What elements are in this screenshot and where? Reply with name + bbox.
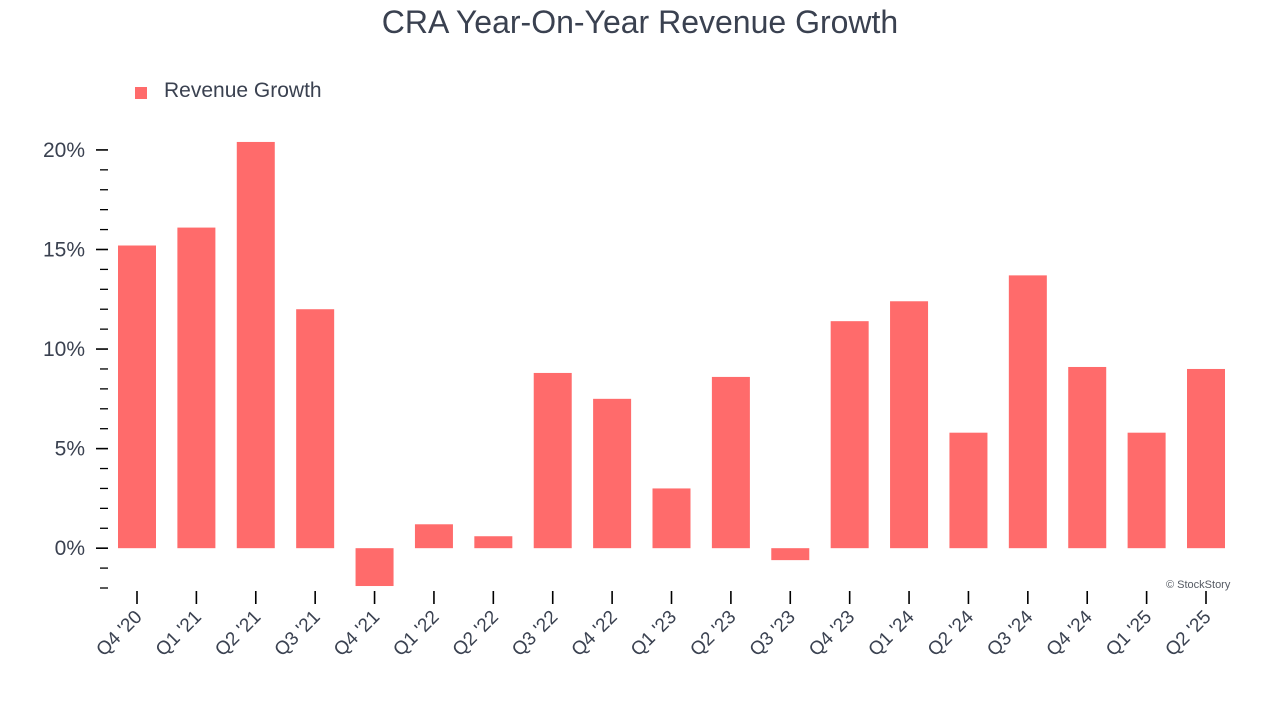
y-tick-label: 5% [55,438,85,461]
bar [414,524,453,549]
legend: Revenue Growth [135,79,322,103]
y-axis: 0% 5% 10% 15% 20% [43,139,108,589]
x-tick-label: Q1 '21 [152,607,206,661]
bar [296,309,335,549]
y-tick-label: 20% [43,139,85,162]
bar [118,245,156,549]
x-tick-label: Q4 '21 [330,607,384,661]
x-tick-label: Q1 '23 [627,607,681,661]
x-tick-label: Q4 '24 [1043,606,1097,660]
legend-swatch [135,86,147,99]
bar [830,321,869,549]
watermark: © StockStory [1166,579,1231,591]
chart-title: CRA Year-On-Year Revenue Growth [381,4,899,40]
bars [118,141,1225,587]
x-tick-label: Q1 '22 [389,607,443,661]
bar [890,301,929,549]
bar [1008,275,1047,549]
bar [533,372,572,549]
bar [593,398,632,549]
bar [652,488,691,549]
x-tick-label: Q1 '24 [865,606,919,660]
x-tick-label: Q3 '24 [983,606,1037,660]
x-axis: Q4 '20 Q1 '21 Q2 '21 Q3 '21 Q4 '21 Q1 '22 Q2 '… [93,591,1216,661]
x-tick-label: Q2 '22 [449,607,503,661]
x-tick-label: Q2 '24 [924,606,978,660]
x-tick-label: Q4 '23 [805,607,859,661]
y-tick-label: 15% [43,238,85,261]
bar [949,432,988,549]
legend-label: Revenue Growth [164,79,322,102]
x-tick-label: Q4 '22 [568,607,622,661]
x-tick-label: Q2 '23 [686,607,740,661]
bar [474,536,513,549]
x-tick-label: Q1 '25 [1102,607,1156,661]
y-tick-label: 0% [55,537,85,560]
bar [1127,432,1166,549]
x-tick-label: Q2 '21 [211,607,265,661]
bar [236,141,275,549]
bar [1187,368,1225,549]
x-tick-label: Q2 '25 [1162,607,1216,661]
bar [355,548,394,587]
y-tick-label: 10% [43,338,85,361]
bar [711,376,750,549]
bar [771,548,810,561]
bar [1068,366,1107,549]
x-tick-label: Q4 '20 [93,607,147,661]
x-tick-label: Q3 '23 [746,607,800,661]
bar [177,227,216,549]
x-tick-label: Q3 '21 [271,607,325,661]
x-tick-label: Q3 '22 [508,607,562,661]
